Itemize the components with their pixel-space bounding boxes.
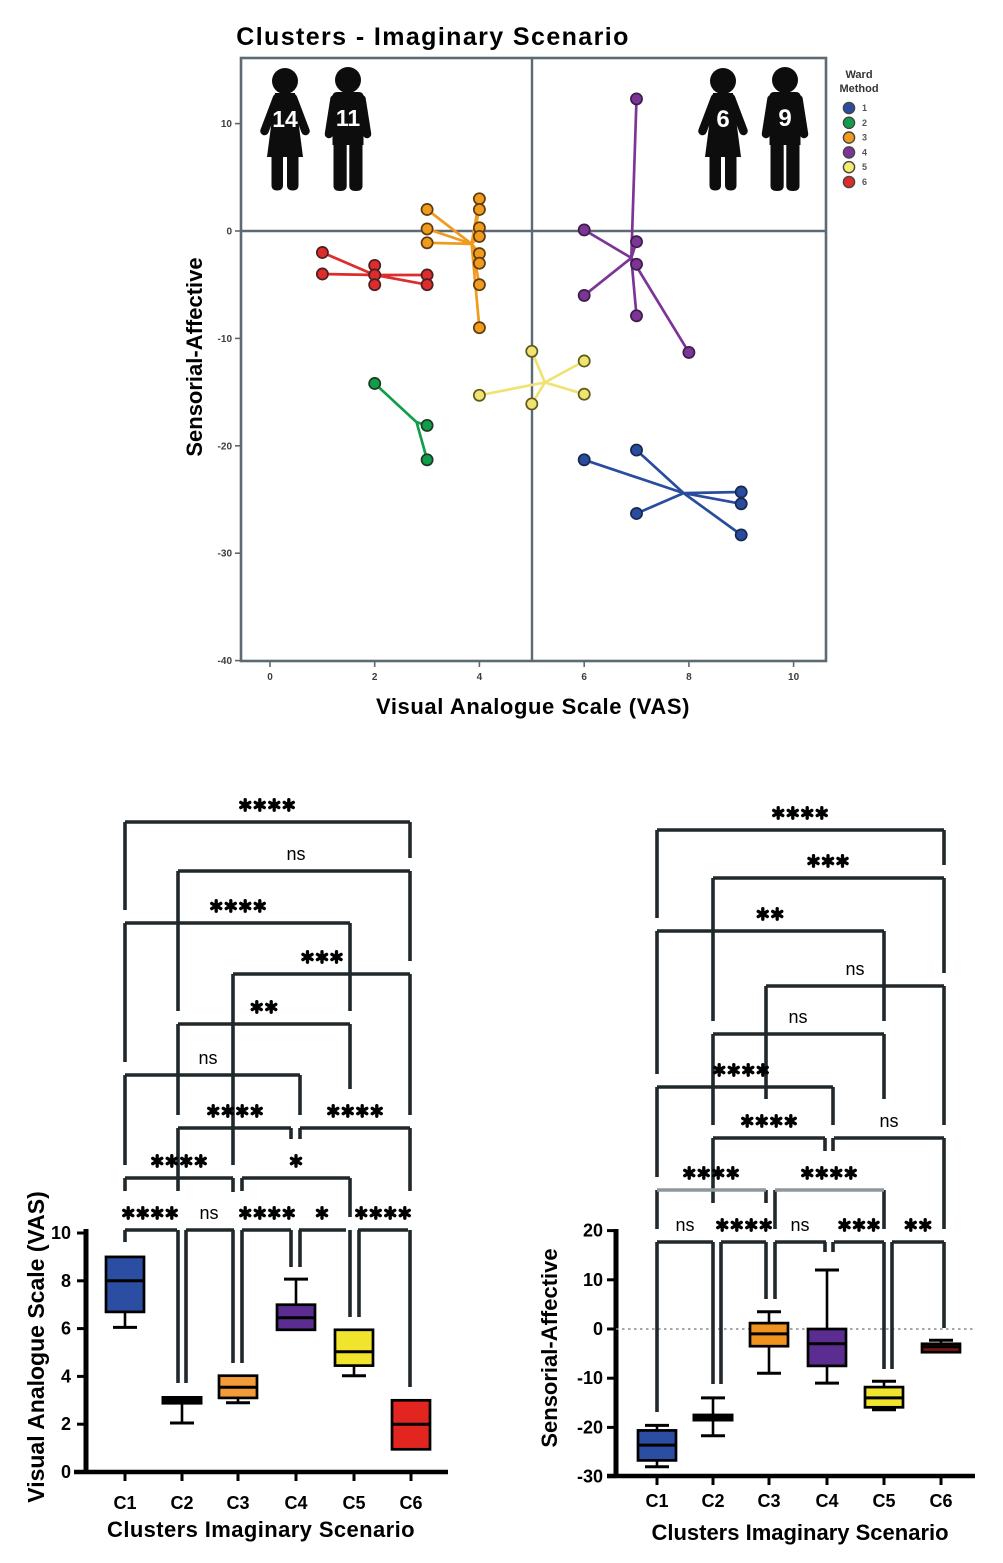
svg-text:4: 4 — [477, 672, 483, 683]
svg-text:8: 8 — [61, 1271, 71, 1291]
svg-text:9: 9 — [778, 105, 791, 132]
svg-text:C3: C3 — [226, 1493, 249, 1513]
svg-text:ns: ns — [790, 1215, 809, 1235]
svg-text:C2: C2 — [170, 1493, 193, 1513]
svg-text:ns: ns — [675, 1215, 694, 1235]
svg-text:5: 5 — [862, 162, 867, 172]
svg-text:Visual Analogue Scale (VAS): Visual Analogue Scale (VAS) — [376, 694, 690, 719]
svg-text:0: 0 — [61, 1462, 71, 1482]
svg-text:C4: C4 — [284, 1493, 307, 1513]
svg-text:ns: ns — [788, 1007, 807, 1027]
svg-text:6: 6 — [716, 106, 729, 133]
svg-text:0: 0 — [267, 672, 273, 683]
svg-text:6: 6 — [581, 672, 587, 683]
svg-text:ns: ns — [286, 844, 305, 864]
svg-text:Clusters Imaginary Scenario: Clusters Imaginary Scenario — [651, 1520, 948, 1545]
svg-text:Clusters - Imaginary Scenario: Clusters - Imaginary Scenario — [236, 23, 630, 51]
svg-text:10: 10 — [51, 1223, 71, 1243]
svg-text:-30: -30 — [577, 1467, 603, 1487]
svg-text:6: 6 — [61, 1319, 71, 1339]
svg-text:10: 10 — [221, 119, 233, 130]
svg-text:-20: -20 — [577, 1417, 603, 1437]
svg-text:Clusters Imaginary Scenario: Clusters Imaginary Scenario — [107, 1517, 415, 1542]
svg-text:4: 4 — [862, 147, 867, 157]
svg-text:C5: C5 — [342, 1493, 365, 1513]
svg-text:Visual Analogue Scale (VAS): Visual Analogue Scale (VAS) — [23, 1191, 49, 1502]
svg-text:C2: C2 — [701, 1491, 724, 1511]
svg-text:C5: C5 — [872, 1491, 895, 1511]
svg-text:6: 6 — [862, 177, 867, 187]
svg-text:Ward: Ward — [845, 69, 872, 81]
svg-text:-20: -20 — [218, 441, 233, 452]
svg-text:C4: C4 — [815, 1491, 838, 1511]
svg-text:C1: C1 — [113, 1493, 136, 1513]
svg-text:Method: Method — [839, 83, 878, 95]
svg-text:C3: C3 — [757, 1491, 780, 1511]
svg-text:3: 3 — [862, 133, 867, 143]
svg-text:8: 8 — [686, 672, 692, 683]
svg-text:-40: -40 — [218, 656, 233, 667]
svg-text:ns: ns — [198, 1048, 217, 1068]
svg-text:-30: -30 — [218, 549, 233, 560]
svg-text:C1: C1 — [645, 1491, 668, 1511]
svg-text:C6: C6 — [399, 1493, 422, 1513]
svg-text:C6: C6 — [929, 1491, 952, 1511]
svg-text:ns: ns — [845, 959, 864, 979]
svg-text:0: 0 — [226, 227, 232, 238]
svg-text:Sensorial-Affective: Sensorial-Affective — [537, 1248, 562, 1447]
svg-text:2: 2 — [61, 1414, 71, 1434]
svg-text:10: 10 — [583, 1270, 603, 1290]
svg-text:11: 11 — [336, 105, 361, 131]
svg-text:ns: ns — [879, 1111, 898, 1131]
svg-text:20: 20 — [583, 1221, 603, 1241]
svg-text:2: 2 — [372, 672, 378, 683]
svg-text:0: 0 — [593, 1319, 603, 1339]
svg-text:2: 2 — [862, 118, 867, 128]
svg-text:14: 14 — [272, 106, 298, 132]
svg-text:-10: -10 — [218, 334, 233, 345]
svg-text:Sensorial-Affective: Sensorial-Affective — [182, 257, 207, 456]
svg-text:-10: -10 — [577, 1368, 603, 1388]
svg-text:ns: ns — [199, 1203, 218, 1223]
svg-text:4: 4 — [61, 1366, 71, 1386]
svg-text:10: 10 — [788, 672, 800, 683]
svg-text:1: 1 — [862, 103, 867, 113]
